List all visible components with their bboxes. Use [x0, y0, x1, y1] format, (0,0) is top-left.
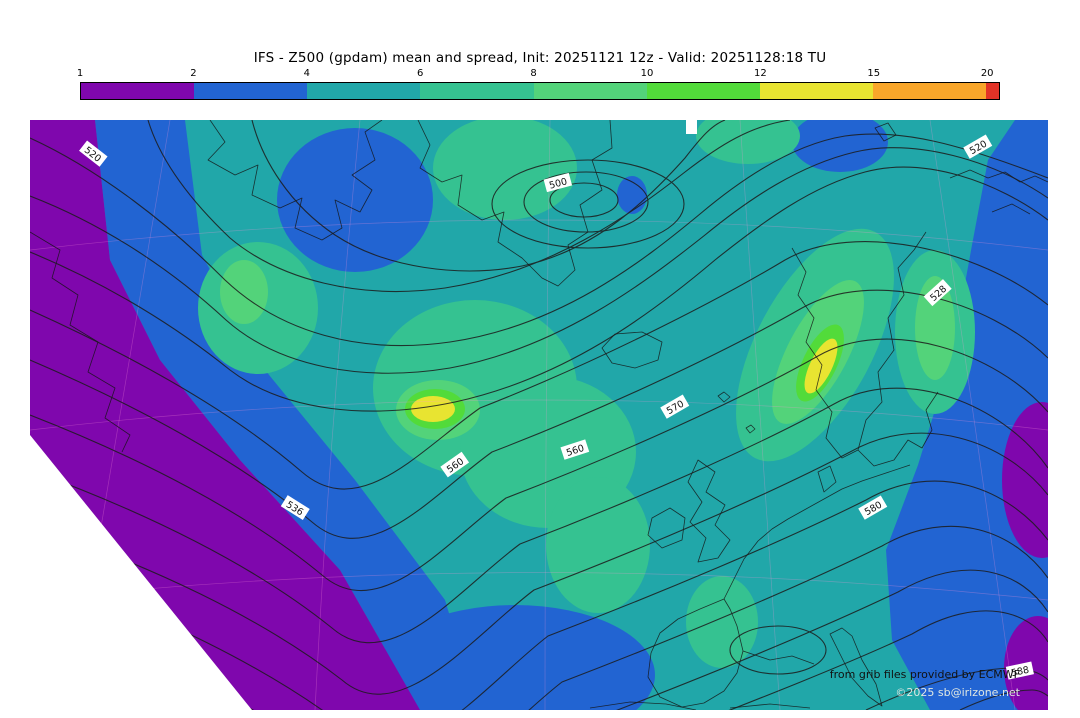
contour-label: 560 — [560, 439, 590, 460]
spread-green-blob — [686, 576, 758, 668]
spread-blue-blob — [792, 112, 888, 172]
contour-line — [29, 289, 1049, 539]
contour-line — [729, 625, 827, 675]
spread-fill-layer — [30, 108, 1080, 718]
colorbar: 1 2 4 6 8 10 12 15 20 — [76, 68, 1000, 100]
contour-line — [251, 119, 726, 272]
chart-title: IFS - Z500 (gpdam) mean and spread, Init… — [253, 50, 827, 66]
colorbar-ticks: 1 2 4 6 8 10 12 15 20 — [76, 68, 1000, 82]
colorbar-bar — [80, 82, 1000, 100]
colorbar-segment-0 — [81, 83, 195, 99]
colorbar-tick-15: 15 — [867, 68, 881, 79]
coastline — [817, 465, 837, 493]
colorbar-tick-20: 20 — [980, 68, 994, 79]
contour-line — [29, 480, 1049, 718]
contour-line — [29, 387, 1049, 644]
contour-line — [865, 667, 1049, 711]
coastline — [589, 701, 811, 711]
contour-line — [29, 166, 1049, 412]
spread-yellow-core — [411, 396, 455, 422]
contour-line — [549, 182, 619, 218]
svg-text:588: 588 — [1010, 665, 1030, 680]
spread-blue-blob — [375, 605, 655, 718]
credits: from grib files provided by ECMWF ©2025 … — [830, 668, 1021, 699]
contour-line — [29, 569, 1049, 718]
colorbar-segment-6 — [759, 83, 873, 99]
contour-line — [959, 689, 1049, 711]
contour-line — [491, 159, 685, 249]
contour-line — [29, 338, 1049, 591]
colorbar-tick-10: 10 — [640, 68, 654, 79]
colorbar-tick-12: 12 — [754, 68, 767, 79]
spread-blue-east-band — [886, 120, 1048, 710]
contour-line — [147, 119, 791, 292]
colorbar-segment-5 — [646, 83, 760, 99]
coastline — [791, 231, 927, 459]
credits-line2: ©2025 sb@irizone.net — [895, 686, 1020, 699]
colorbar-segment-3 — [420, 83, 534, 99]
colorbar-segment-7 — [872, 83, 986, 99]
credits-line1: from grib files provided by ECMWF — [830, 668, 1020, 681]
colorbar-segment-2 — [307, 83, 421, 99]
contour-label: 588 — [1005, 661, 1034, 680]
contour-line — [29, 432, 1049, 695]
spread-green-blob — [433, 116, 577, 220]
spread-green-blob — [546, 477, 650, 613]
coastline — [207, 119, 383, 241]
colorbar-tick-2: 2 — [190, 68, 197, 79]
coastline — [601, 331, 663, 369]
coastline — [829, 627, 883, 707]
colorbar-segment-8 — [986, 83, 999, 99]
coastline — [723, 464, 911, 600]
spread-green-core — [915, 276, 955, 380]
contour-line — [29, 610, 1049, 718]
contour-line — [29, 147, 1049, 374]
spread-blue-blob — [617, 176, 647, 214]
map-svg: 500 520 520 528 536 560 560 570 580 588 … — [29, 108, 1080, 718]
coastline — [647, 507, 686, 549]
spread-green-blob — [696, 108, 800, 164]
coastline — [417, 119, 613, 287]
colorbar-tick-4: 4 — [303, 68, 310, 79]
colorbar-segment-1 — [194, 83, 308, 99]
coastline — [717, 391, 756, 434]
contour-line — [29, 133, 1049, 347]
spread-blue-blob — [277, 128, 433, 272]
coastline — [687, 459, 731, 563]
mean-contour-layer — [29, 119, 1049, 718]
spread-yellow-core — [804, 338, 838, 394]
map-boundary-mask — [30, 435, 252, 710]
contour-line — [29, 241, 1049, 490]
svg-text:560: 560 — [565, 443, 586, 459]
coastline — [857, 391, 939, 467]
coastline — [949, 169, 1049, 215]
colorbar-tick-1: 1 — [76, 68, 84, 79]
coastline — [742, 650, 815, 665]
contour-line — [523, 171, 649, 233]
spread-green-core — [220, 260, 268, 324]
spread-blue-west-band — [95, 120, 478, 710]
colorbar-tick-8: 8 — [530, 68, 537, 79]
map-notch — [686, 120, 697, 134]
svg-text:500: 500 — [548, 176, 568, 191]
colorbar-tick-6: 6 — [417, 68, 424, 79]
weather-map: 500 520 520 528 536 560 560 570 580 588 … — [29, 108, 1080, 718]
colorbar-segment-4 — [533, 83, 647, 99]
